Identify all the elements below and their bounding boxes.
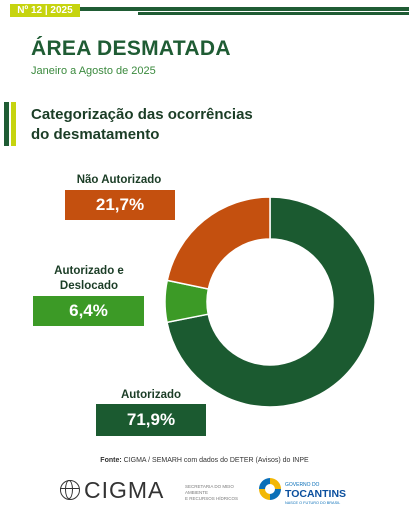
value-box-autorizado: 71,9% [96,404,206,436]
cigma-logo: CIGMA [60,476,165,503]
header-rule-bottom [138,12,409,15]
donut-slice-nao-autorizado [166,196,271,290]
section-title-line-2: do desmatamento [31,126,160,143]
secretaria-line-2: E RECURSOS HÍDRICOS [185,496,239,501]
section-accent-green [4,102,9,146]
value-autorizado: 71,9% [126,410,176,429]
section-title: Categorização das ocorrências do desmata… [31,105,253,145]
gov-line-3: NASCE O FUTURO DO BRASIL [285,501,341,505]
label-autorizado-deslocado-line-2: Deslocado [59,280,119,292]
header-rule-top [80,7,409,11]
label-nao-autorizado: Não Autorizado [76,174,162,186]
gov-line-2: TOCANTINS [285,488,347,500]
donut-slice-autorizado [166,196,376,408]
gov-line-1: GOVERNO DO [285,482,320,488]
gov-tocantins-emblem-icon [259,478,281,500]
label-autorizado-deslocado-line-1: Autorizado e [54,265,124,277]
secretaria-logo: SECRETARIA DO MEIO AMBIENTE E RECURSOS H… [185,484,257,502]
source-label: Fonte: [100,457,122,464]
value-nao-autorizado: 21,7% [95,195,145,214]
label-autorizado: Autorizado [120,389,182,401]
globe-icon [60,480,80,500]
issue-tag: Nº 12 | 2025 [10,4,80,17]
cigma-logo-text: CIGMA [84,476,165,503]
source-text: CIGMA / SEMARH com dados do DETER (Aviso… [123,457,309,464]
page-subtitle: Janeiro a Agosto de 2025 [31,65,156,77]
value-box-autorizado-deslocado: 6,4% [33,296,144,326]
gov-tocantins-logo: GOVERNO DO TOCANTINS NASCE O FUTURO DO B… [285,481,346,508]
value-autorizado-deslocado: 6,4% [69,301,108,320]
page-title: ÁREA DESMATADA [31,37,231,60]
source-note: Fonte: CIGMA / SEMARH com dados do DETER… [0,457,409,464]
secretaria-line-1: SECRETARIA DO MEIO AMBIENTE [185,484,234,495]
label-autorizado-deslocado: Autorizado e Deslocado [30,264,148,294]
value-box-nao-autorizado: 21,7% [65,190,175,220]
section-accent-lime [11,102,16,146]
section-title-line-1: Categorização das ocorrências [31,106,253,123]
